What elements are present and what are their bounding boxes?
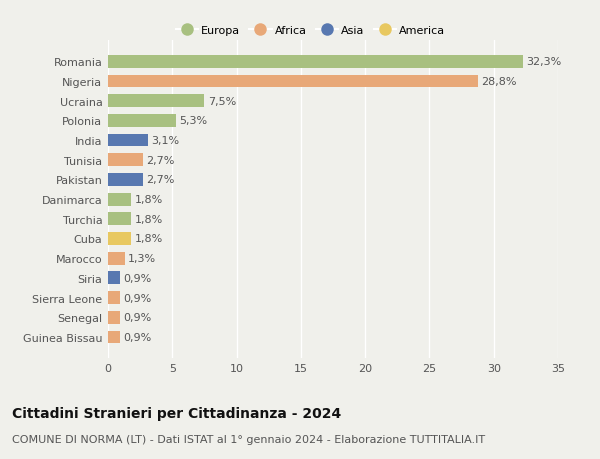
Bar [108,134,148,147]
Text: 7,5%: 7,5% [208,96,236,106]
Bar [108,154,143,167]
Text: 2,7%: 2,7% [146,155,175,165]
Bar [108,75,478,88]
Bar [108,115,176,128]
Bar [108,95,205,108]
Text: 0,9%: 0,9% [123,332,151,342]
Bar [108,311,119,324]
Text: 3,1%: 3,1% [151,136,179,146]
Text: 1,8%: 1,8% [134,214,163,224]
Bar [108,213,131,226]
Text: 5,3%: 5,3% [179,116,208,126]
Bar [108,331,119,344]
Text: 0,9%: 0,9% [123,273,151,283]
Bar [108,272,119,285]
Text: 1,8%: 1,8% [134,195,163,205]
Bar [108,252,125,265]
Bar [108,233,131,246]
Bar [108,193,131,206]
Text: 28,8%: 28,8% [482,77,517,87]
Text: Cittadini Stranieri per Cittadinanza - 2024: Cittadini Stranieri per Cittadinanza - 2… [12,406,341,420]
Text: 1,3%: 1,3% [128,254,156,263]
Text: 0,9%: 0,9% [123,313,151,323]
Text: 1,8%: 1,8% [134,234,163,244]
Bar [108,174,143,186]
Text: 0,9%: 0,9% [123,293,151,303]
Bar [108,291,119,304]
Text: 2,7%: 2,7% [146,175,175,185]
Bar [108,56,523,68]
Text: COMUNE DI NORMA (LT) - Dati ISTAT al 1° gennaio 2024 - Elaborazione TUTTITALIA.I: COMUNE DI NORMA (LT) - Dati ISTAT al 1° … [12,434,485,444]
Legend: Europa, Africa, Asia, America: Europa, Africa, Asia, America [171,22,450,40]
Text: 32,3%: 32,3% [527,57,562,67]
